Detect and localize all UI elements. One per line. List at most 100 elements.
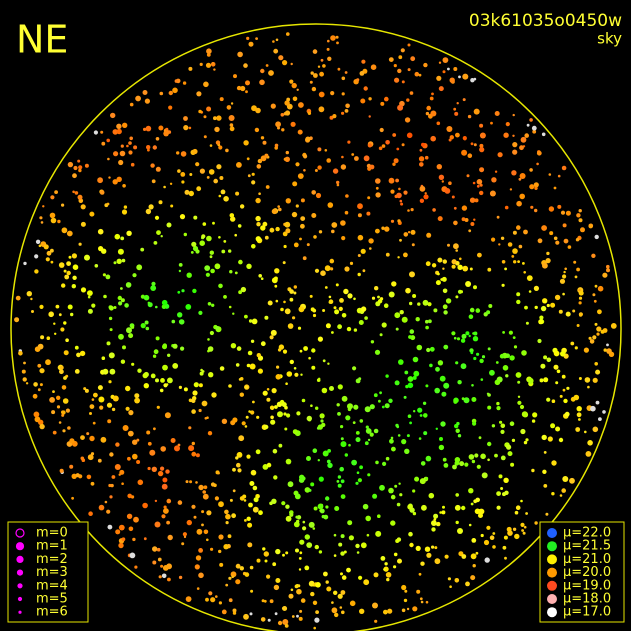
star	[363, 86, 368, 91]
star	[174, 79, 179, 83]
star	[377, 295, 380, 299]
star	[407, 504, 413, 510]
star	[418, 156, 425, 162]
star	[546, 397, 551, 402]
star	[314, 544, 319, 550]
star	[238, 435, 245, 442]
star	[269, 335, 274, 340]
star	[250, 469, 257, 476]
star	[475, 308, 481, 313]
star	[398, 187, 401, 191]
star	[91, 303, 96, 308]
star	[356, 551, 360, 554]
legend-label: μ=18.0	[563, 592, 611, 607]
star	[183, 535, 187, 539]
star	[340, 479, 345, 484]
star	[58, 313, 62, 317]
star	[397, 104, 404, 111]
star	[331, 331, 334, 334]
star	[461, 333, 467, 339]
star	[325, 580, 329, 584]
star	[419, 597, 423, 601]
star	[553, 186, 557, 190]
star	[500, 429, 505, 434]
legend-label: m=4	[36, 578, 68, 593]
star	[244, 519, 247, 522]
star	[250, 339, 255, 343]
star	[321, 422, 326, 428]
star	[108, 176, 111, 179]
star	[395, 327, 399, 331]
star	[133, 516, 139, 523]
star	[489, 535, 495, 540]
star	[365, 425, 369, 429]
star	[543, 300, 547, 304]
star	[584, 377, 591, 383]
star	[514, 510, 519, 515]
star	[323, 571, 328, 577]
star	[457, 380, 462, 385]
star	[198, 310, 203, 315]
star	[274, 268, 280, 274]
star	[155, 378, 159, 383]
star	[218, 194, 222, 198]
star	[576, 412, 582, 418]
star	[421, 142, 425, 147]
star	[155, 166, 161, 172]
star	[163, 505, 167, 509]
star	[284, 308, 291, 315]
star	[585, 451, 592, 457]
star	[541, 434, 547, 441]
star	[191, 451, 197, 457]
star	[203, 529, 209, 535]
star	[228, 576, 232, 580]
star	[295, 548, 299, 553]
star	[136, 264, 143, 271]
star	[503, 535, 508, 540]
star	[108, 352, 115, 359]
star	[272, 448, 278, 454]
legend-marker	[547, 580, 557, 591]
star	[322, 309, 326, 312]
star	[262, 390, 268, 396]
star	[325, 496, 330, 501]
star	[63, 350, 69, 356]
star	[494, 453, 498, 458]
star	[451, 195, 455, 199]
star	[512, 134, 515, 137]
star	[71, 284, 77, 289]
star	[531, 468, 535, 473]
star	[441, 391, 447, 397]
star	[398, 55, 403, 60]
star	[427, 302, 432, 307]
star	[214, 496, 219, 501]
star	[114, 233, 121, 240]
star	[282, 606, 288, 611]
star	[296, 88, 299, 92]
star	[541, 132, 546, 137]
star	[429, 346, 435, 352]
star	[366, 211, 371, 216]
star	[136, 438, 140, 442]
star	[341, 610, 345, 615]
star	[356, 471, 360, 475]
star	[315, 582, 321, 588]
star	[506, 444, 512, 450]
star	[55, 304, 60, 309]
star	[480, 533, 484, 538]
star	[78, 242, 82, 246]
star	[433, 308, 438, 313]
star	[307, 111, 312, 116]
star	[167, 377, 173, 384]
star	[576, 324, 580, 327]
star	[365, 515, 372, 522]
star	[588, 224, 593, 229]
star	[157, 557, 162, 562]
star	[218, 283, 223, 289]
star	[528, 290, 532, 293]
star	[578, 290, 584, 296]
star	[192, 148, 198, 155]
star	[146, 430, 151, 435]
star	[340, 494, 346, 499]
star	[118, 301, 123, 306]
